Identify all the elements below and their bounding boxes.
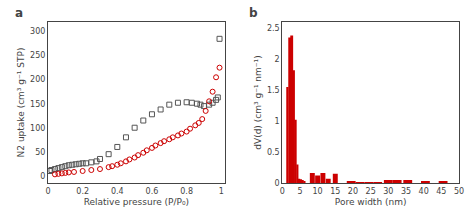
svg-text:250: 250 bbox=[30, 51, 45, 60]
svg-text:0.2: 0.2 bbox=[76, 187, 89, 196]
svg-text:25: 25 bbox=[366, 187, 376, 196]
svg-text:1: 1 bbox=[219, 187, 224, 196]
svg-text:Pore width (nm): Pore width (nm) bbox=[335, 197, 407, 207]
svg-text:200: 200 bbox=[30, 75, 45, 84]
svg-text:150: 150 bbox=[30, 100, 45, 109]
svg-text:100: 100 bbox=[30, 124, 45, 133]
svg-text:a: a bbox=[15, 6, 23, 20]
svg-text:0.5: 0.5 bbox=[267, 148, 280, 157]
svg-text:N2 uptake (cm³ g⁻¹ STP): N2 uptake (cm³ g⁻¹ STP) bbox=[16, 48, 26, 158]
svg-text:0: 0 bbox=[45, 187, 50, 196]
svg-text:0: 0 bbox=[280, 187, 285, 196]
svg-text:2.5: 2.5 bbox=[267, 24, 280, 33]
svg-text:50: 50 bbox=[454, 187, 464, 196]
svg-text:2: 2 bbox=[275, 55, 280, 64]
svg-text:20: 20 bbox=[348, 187, 358, 196]
svg-text:10: 10 bbox=[313, 187, 323, 196]
svg-text:0.4: 0.4 bbox=[111, 187, 124, 196]
svg-text:40: 40 bbox=[419, 187, 429, 196]
svg-text:0: 0 bbox=[275, 179, 280, 188]
svg-text:50: 50 bbox=[35, 148, 45, 157]
svg-text:5: 5 bbox=[297, 187, 302, 196]
svg-text:b: b bbox=[249, 6, 258, 20]
svg-text:0.6: 0.6 bbox=[146, 187, 159, 196]
svg-text:0: 0 bbox=[40, 172, 45, 181]
svg-text:35: 35 bbox=[401, 187, 411, 196]
svg-text:Relative pressure (P/P₀): Relative pressure (P/P₀) bbox=[84, 197, 189, 207]
svg-text:1.5: 1.5 bbox=[267, 86, 280, 95]
svg-text:0.8: 0.8 bbox=[180, 187, 193, 196]
svg-text:dV(d) (cm³ g⁻¹ nm⁻¹): dV(d) (cm³ g⁻¹ nm⁻¹) bbox=[253, 55, 263, 149]
svg-text:300: 300 bbox=[30, 27, 45, 36]
svg-text:15: 15 bbox=[330, 187, 340, 196]
svg-text:1: 1 bbox=[275, 117, 280, 126]
svg-text:30: 30 bbox=[383, 187, 393, 196]
svg-text:45: 45 bbox=[436, 187, 446, 196]
